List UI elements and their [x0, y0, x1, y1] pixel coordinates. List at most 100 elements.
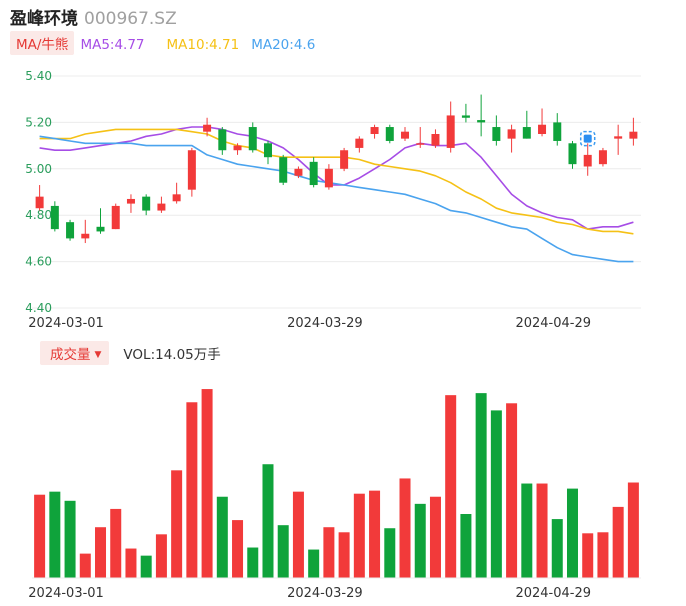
candle-body — [401, 131, 410, 139]
price-axis-labels: 5.40 5.20 5.00 4.80 4.60 4.40 — [25, 69, 52, 315]
candle-body — [248, 127, 257, 151]
volume-bar — [399, 478, 411, 578]
volume-bar — [247, 547, 259, 578]
candle — [477, 94, 486, 137]
volume-bar — [308, 549, 320, 578]
volume-bar — [536, 483, 548, 578]
price-tick-label: 5.40 — [25, 69, 52, 83]
dropdown-arrow-icon: ▼ — [94, 350, 102, 360]
volume-bar — [79, 553, 91, 578]
volume-bar — [338, 532, 350, 578]
candle-body — [172, 194, 181, 202]
candle — [157, 196, 166, 213]
marker-frame — [579, 130, 596, 147]
candle-body — [629, 131, 638, 139]
volume-indicator-tab[interactable]: 成交量 ▼ — [40, 341, 110, 365]
candle-body — [461, 115, 470, 118]
candle-body — [598, 150, 607, 165]
candle — [446, 101, 455, 153]
volume-bar — [551, 519, 563, 578]
volume-bar — [384, 528, 396, 578]
ma-indicator-tab[interactable]: MA/牛熊 — [10, 31, 75, 55]
volume-bar — [125, 548, 137, 578]
candle-body — [35, 196, 44, 209]
price-tick-label: 4.60 — [25, 255, 52, 269]
candle-body — [111, 205, 120, 230]
volume-bar — [155, 534, 167, 578]
volume-bar — [34, 494, 46, 578]
candle — [126, 194, 135, 213]
candle-body — [279, 157, 288, 183]
candle — [553, 113, 562, 146]
candle-body — [203, 124, 212, 132]
candle — [172, 182, 181, 204]
candle-body — [385, 127, 394, 141]
volume-bar — [506, 403, 518, 578]
volume-bar — [445, 395, 457, 578]
candle-body — [66, 222, 75, 239]
candle — [568, 140, 577, 169]
candle — [218, 127, 227, 155]
price-tick-label: 4.80 — [25, 208, 52, 222]
candle — [233, 143, 242, 155]
candle — [111, 203, 120, 230]
ma10-legend: MA10:4.71 — [166, 37, 240, 53]
candle — [50, 201, 59, 232]
candle — [370, 124, 379, 139]
candle — [248, 122, 257, 153]
candle — [324, 164, 333, 190]
ma5-line — [39, 126, 634, 230]
volume-bar — [95, 527, 107, 578]
volume-bar — [262, 464, 274, 578]
volume-bar — [490, 410, 502, 578]
candle-body — [553, 122, 562, 141]
candle — [461, 103, 470, 123]
date-tick-label: 2024-04-29 — [515, 316, 591, 331]
volume-bar — [171, 470, 183, 578]
candle-body — [218, 129, 227, 151]
candle-body — [126, 198, 135, 204]
candle-body — [96, 226, 105, 232]
stock-title: 盈峰环境 000967.SZ — [10, 4, 177, 29]
date-tick-label: 2024-03-29 — [287, 316, 363, 331]
volume-bar — [110, 508, 122, 578]
volume-bar — [186, 402, 198, 578]
candle — [294, 166, 303, 179]
volume-bar — [612, 506, 624, 578]
candle-body — [492, 127, 501, 141]
price-tick-label: 5.00 — [25, 162, 52, 176]
volume-bar — [521, 483, 533, 578]
volume-bar — [64, 500, 76, 578]
candle-body — [263, 143, 272, 158]
candle — [66, 219, 75, 241]
latest-marker-icon[interactable] — [579, 130, 596, 147]
ma20-line — [39, 135, 634, 263]
volume-bar — [201, 389, 213, 578]
stock-name: 盈峰环境 — [10, 9, 78, 29]
candlesticks — [35, 94, 638, 244]
candle — [583, 143, 592, 176]
candle — [96, 208, 105, 234]
volume-bar — [566, 488, 578, 578]
volume-bar — [475, 393, 487, 578]
candle-body — [583, 154, 592, 167]
candle-body — [309, 161, 318, 186]
candle — [142, 194, 151, 216]
volume-date-tick-label: 2024-04-29 — [515, 586, 591, 601]
volume-bar — [429, 496, 441, 578]
volume-value: VOL:14.05万手 — [123, 347, 221, 363]
candle — [416, 127, 425, 148]
price-tick-label: 5.20 — [25, 115, 52, 129]
stock-code: 000967.SZ — [84, 9, 177, 29]
candle — [309, 157, 318, 188]
candle-body — [477, 120, 486, 123]
candle — [431, 129, 440, 148]
candle-body — [507, 129, 516, 139]
candle — [538, 108, 547, 137]
moving-average-lines — [39, 126, 634, 263]
volume-bar — [292, 491, 304, 578]
candle-body — [81, 233, 90, 239]
volume-bar — [414, 503, 426, 578]
candle-body — [324, 168, 333, 188]
